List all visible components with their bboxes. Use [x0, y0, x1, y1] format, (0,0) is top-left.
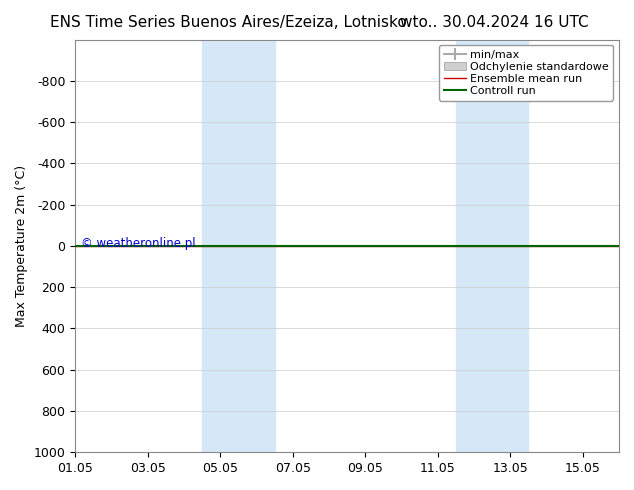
Legend: min/max, Odchylenie standardowe, Ensemble mean run, Controll run: min/max, Odchylenie standardowe, Ensembl… [439, 45, 614, 100]
Bar [202, 40, 275, 452]
Text: © weatheronline.pl: © weatheronline.pl [81, 237, 195, 250]
Text: wto.. 30.04.2024 16 UTC: wto.. 30.04.2024 16 UTC [400, 15, 589, 30]
Y-axis label: Max Temperature 2m (°C): Max Temperature 2m (°C) [15, 165, 28, 327]
Text: ENS Time Series Buenos Aires/Ezeiza, Lotnisko: ENS Time Series Buenos Aires/Ezeiza, Lot… [50, 15, 406, 30]
Bar [456, 40, 528, 452]
